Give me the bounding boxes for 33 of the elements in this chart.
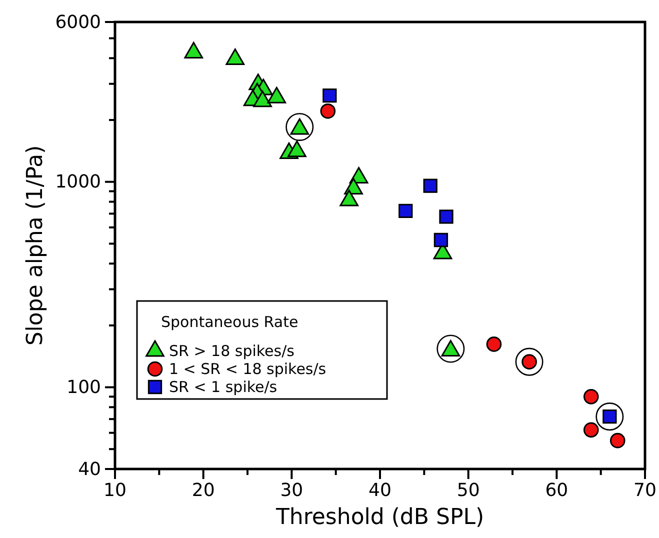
y-axis-title: Slope alpha (1/Pa): [23, 145, 48, 346]
point: [583, 422, 599, 438]
x-tick-label: 50: [456, 480, 480, 501]
y-tick-label: 100: [66, 377, 101, 398]
point: [184, 42, 204, 58]
legend-label: SR < 1 spike/s: [169, 378, 278, 396]
point: [439, 210, 454, 224]
legend-label: SR > 18 spikes/s: [169, 342, 295, 360]
point: [288, 140, 306, 158]
point: [434, 232, 448, 248]
point: [610, 432, 626, 448]
x-tick-label: 70: [634, 480, 656, 501]
x-tick-label: 60: [545, 480, 568, 501]
x-tick-label: 40: [368, 480, 392, 501]
point: [340, 190, 358, 206]
y-tick-label: 1000: [55, 172, 101, 193]
point: [267, 86, 286, 104]
point: [583, 389, 599, 404]
legend-title: Spontaneous Rate: [161, 313, 298, 331]
x-tick-label: 30: [280, 480, 304, 501]
point: [253, 90, 272, 108]
x-axis-title: Threshold (dB SPL): [274, 505, 484, 530]
point: [423, 178, 438, 193]
point: [486, 336, 502, 352]
x-tick-label: 20: [192, 480, 215, 501]
legend-label: 1 < SR < 18 spikes/s: [169, 360, 326, 378]
point: [226, 48, 245, 66]
point: [320, 103, 336, 119]
x-tick-label: 10: [104, 480, 126, 501]
point: [398, 204, 413, 218]
y-tick-label: 40: [78, 458, 101, 480]
y-tick-label: 6000: [55, 12, 101, 33]
point: [322, 88, 337, 103]
